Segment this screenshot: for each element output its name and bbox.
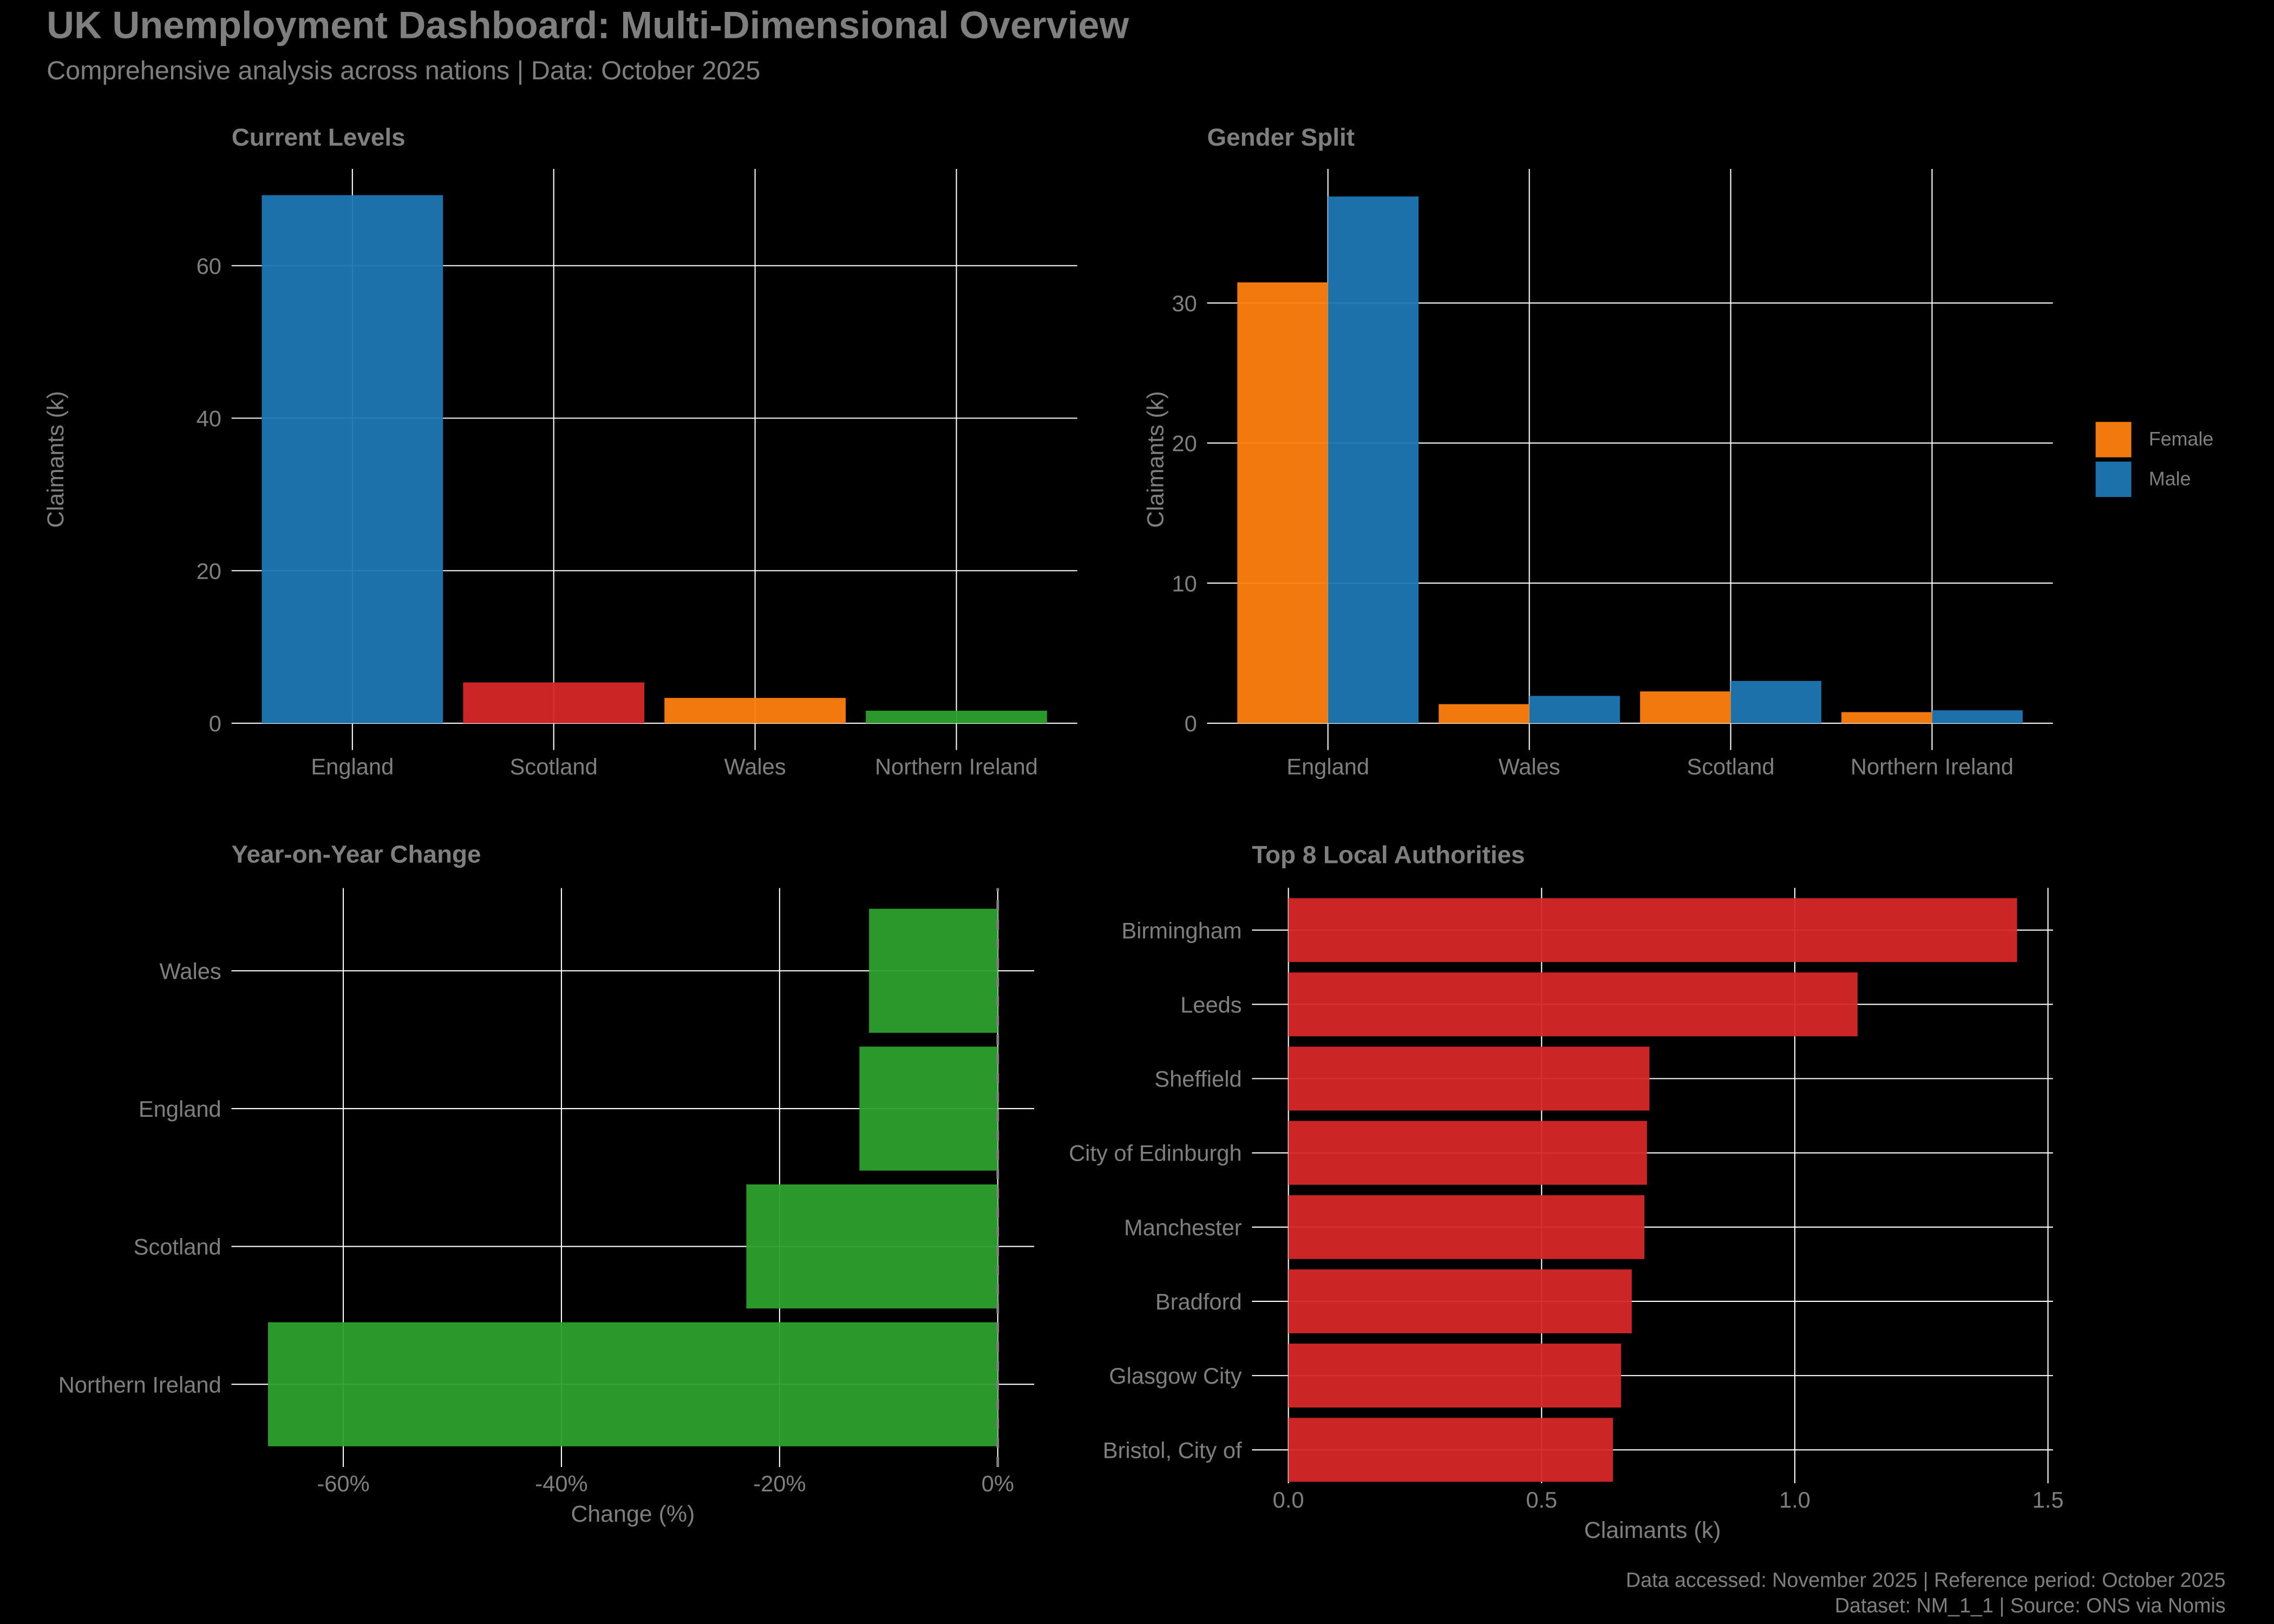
svg-text:1.0: 1.0	[1779, 1487, 1811, 1512]
svg-text:Scotland: Scotland	[510, 754, 598, 779]
svg-text:Northern Ireland: Northern Ireland	[875, 754, 1038, 779]
svg-text:60: 60	[197, 253, 221, 279]
svg-text:Change (%): Change (%)	[571, 1501, 695, 1527]
svg-text:Claimants (k): Claimants (k)	[43, 391, 69, 528]
svg-text:-60%: -60%	[317, 1471, 369, 1496]
svg-text:0: 0	[1185, 711, 1197, 736]
svg-text:Scotland: Scotland	[1687, 754, 1774, 779]
svg-text:Wales: Wales	[160, 958, 221, 984]
svg-text:Wales: Wales	[724, 754, 786, 779]
svg-text:Comprehensive analysis across: Comprehensive analysis across nations | …	[47, 56, 760, 85]
svg-text:0%: 0%	[982, 1471, 1014, 1496]
svg-text:-40%: -40%	[535, 1471, 587, 1496]
svg-text:Female: Female	[2149, 428, 2213, 450]
svg-text:Bristol, City of: Bristol, City of	[1103, 1437, 1242, 1463]
svg-text:Year-on-Year Change: Year-on-Year Change	[232, 840, 481, 868]
svg-text:Northern Ireland: Northern Ireland	[58, 1372, 221, 1397]
svg-text:Data accessed: November 2025 |: Data accessed: November 2025 | Reference…	[1626, 1569, 2226, 1592]
svg-text:Leeds: Leeds	[1180, 992, 1242, 1017]
svg-text:Dataset: NM_1_1 | Source: ONS: Dataset: NM_1_1 | Source: ONS via Nomis	[1835, 1594, 2226, 1616]
svg-text:20: 20	[197, 558, 221, 584]
svg-text:Manchester: Manchester	[1124, 1215, 1242, 1240]
svg-text:City of Edinburgh: City of Edinburgh	[1069, 1141, 1242, 1166]
svg-text:10: 10	[1172, 571, 1197, 596]
svg-text:Sheffield: Sheffield	[1154, 1066, 1241, 1092]
svg-text:0.0: 0.0	[1273, 1487, 1304, 1512]
svg-text:0.5: 0.5	[1526, 1487, 1557, 1512]
svg-text:Claimants (k): Claimants (k)	[1584, 1517, 1721, 1543]
svg-text:England: England	[139, 1096, 221, 1122]
svg-text:Birmingham: Birmingham	[1121, 918, 1241, 943]
svg-text:Scotland: Scotland	[134, 1234, 221, 1260]
svg-text:Wales: Wales	[1498, 754, 1560, 779]
svg-text:Current Levels: Current Levels	[232, 123, 406, 151]
svg-text:Northern Ireland: Northern Ireland	[1851, 754, 2014, 779]
svg-text:0: 0	[209, 711, 221, 736]
svg-text:40: 40	[197, 406, 221, 431]
svg-text:1.5: 1.5	[2033, 1487, 2064, 1512]
svg-text:Top 8 Local Authorities: Top 8 Local Authorities	[1252, 841, 1525, 869]
svg-text:Glasgow City: Glasgow City	[1109, 1363, 1242, 1389]
svg-text:UK Unemployment Dashboard: Mul: UK Unemployment Dashboard: Multi-Dimensi…	[47, 4, 1129, 47]
svg-text:Male: Male	[2149, 468, 2191, 489]
svg-text:-20%: -20%	[753, 1471, 806, 1496]
svg-text:Bradford: Bradford	[1155, 1289, 1242, 1314]
svg-text:20: 20	[1172, 431, 1197, 456]
svg-text:England: England	[1286, 754, 1369, 779]
svg-text:England: England	[311, 754, 394, 779]
svg-text:Gender Split: Gender Split	[1207, 123, 1355, 151]
svg-text:30: 30	[1172, 291, 1197, 316]
svg-text:Claimants (k): Claimants (k)	[1143, 391, 1169, 528]
